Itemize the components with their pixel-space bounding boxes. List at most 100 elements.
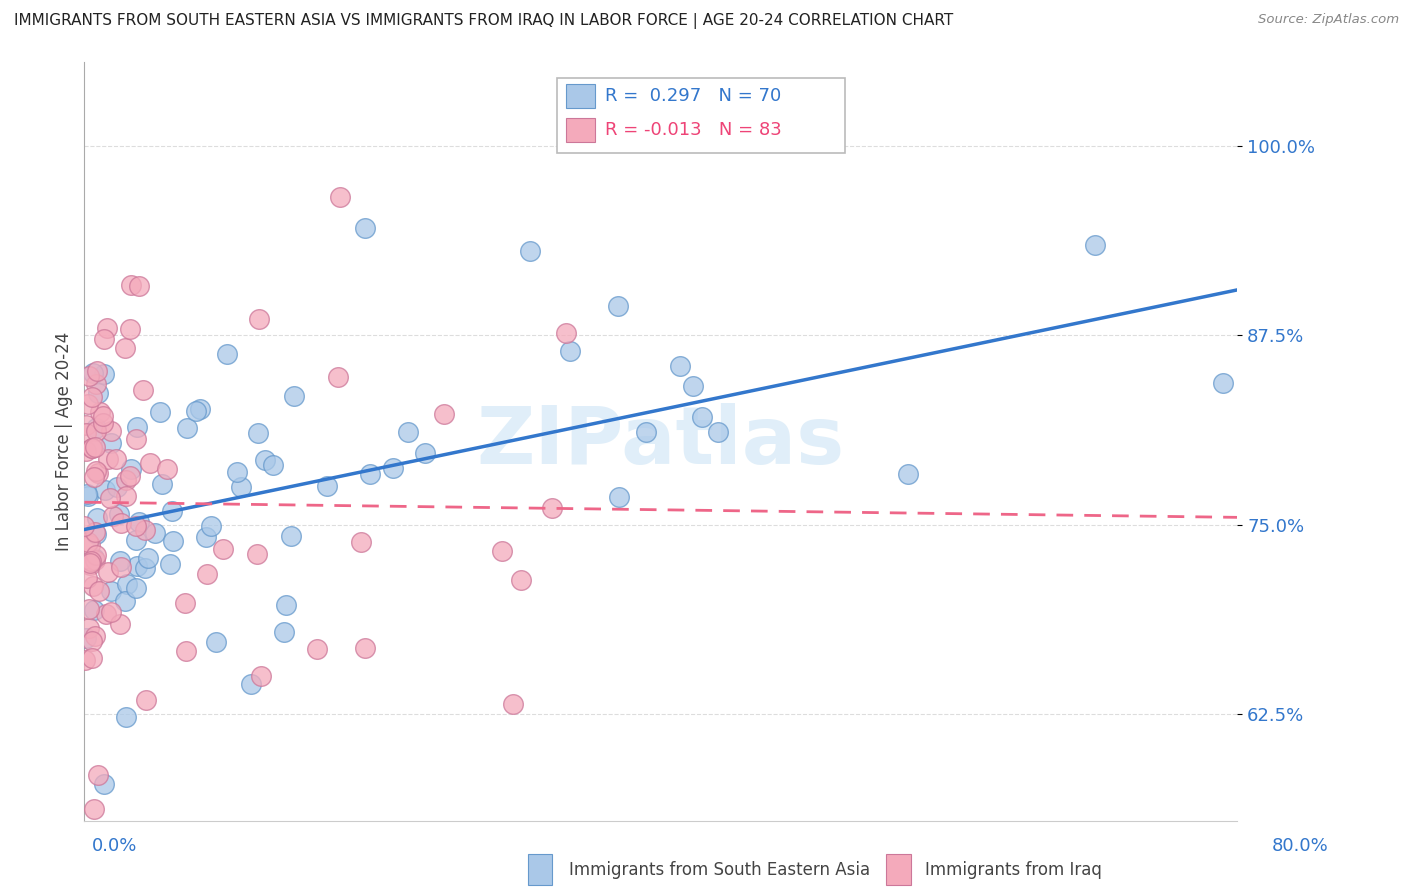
Point [433, 407, 456, 421]
Point [86, 364, 108, 378]
Point [83, 603, 105, 617]
Point [75, 632, 97, 646]
Point [86, 376, 108, 391]
Point [83, 470, 105, 484]
Point [396, 425, 419, 440]
Point [110, 560, 132, 574]
Point [139, 456, 162, 470]
Point [247, 312, 270, 326]
Text: Immigrants from South Eastern Asia: Immigrants from South Eastern Asia [569, 861, 870, 879]
Point [82, 367, 104, 381]
Point [98, 491, 121, 506]
Point [76, 489, 98, 503]
Point [897, 467, 920, 481]
Point [246, 426, 269, 441]
Point [125, 581, 148, 595]
Point [160, 504, 183, 518]
Text: 0.0%: 0.0% [91, 837, 136, 855]
Point [108, 554, 131, 568]
Point [143, 526, 166, 541]
Point [706, 425, 728, 439]
Point [84, 629, 107, 643]
Point [84, 440, 107, 454]
Point [159, 557, 181, 571]
Point [104, 452, 127, 467]
Point [84, 464, 107, 478]
Point [76, 487, 98, 501]
Point [91, 409, 114, 424]
Point [125, 419, 148, 434]
Point [110, 616, 132, 631]
Point [115, 473, 138, 487]
Point [83, 553, 105, 567]
Point [114, 342, 136, 356]
Point [114, 489, 136, 503]
Point [105, 480, 128, 494]
Point [132, 383, 155, 397]
Point [125, 432, 148, 446]
Point [118, 468, 141, 483]
Point [240, 677, 263, 691]
Point [276, 599, 298, 613]
Point [316, 479, 339, 493]
Point [280, 529, 302, 543]
Point [413, 446, 436, 460]
Point [250, 669, 273, 683]
Point [1212, 376, 1234, 390]
FancyBboxPatch shape [567, 84, 595, 108]
Point [273, 625, 295, 640]
Point [100, 583, 122, 598]
Point [162, 533, 184, 548]
Point [502, 697, 524, 711]
Text: 80.0%: 80.0% [1272, 837, 1329, 855]
Point [127, 558, 149, 573]
Point [84, 421, 107, 435]
Point [100, 424, 122, 438]
Point [150, 477, 173, 491]
Point [136, 550, 159, 565]
Point [125, 533, 148, 548]
Point [86, 424, 108, 438]
Point [354, 221, 377, 235]
Point [82, 441, 104, 455]
Point [329, 190, 352, 204]
Y-axis label: In Labor Force | Age 20-24: In Labor Force | Age 20-24 [55, 332, 73, 551]
Point [77, 621, 100, 635]
Point [82, 633, 104, 648]
Point [354, 641, 377, 656]
Point [200, 519, 222, 533]
FancyBboxPatch shape [567, 118, 595, 142]
Point [555, 326, 578, 340]
Point [118, 322, 141, 336]
Point [115, 710, 138, 724]
Point [96, 607, 118, 621]
Point [519, 244, 541, 258]
Point [87, 467, 110, 481]
Point [80, 554, 103, 568]
Point [83, 802, 105, 816]
Point [80, 650, 103, 665]
Point [110, 516, 132, 530]
Point [669, 359, 692, 373]
Point [212, 542, 235, 557]
Point [381, 461, 404, 475]
Point [93, 332, 115, 346]
Point [82, 390, 104, 404]
Point [305, 641, 328, 656]
Point [89, 405, 111, 419]
Point [283, 389, 305, 403]
Point [87, 583, 110, 598]
Point [176, 421, 198, 435]
Point [173, 596, 195, 610]
Text: R =  0.297   N = 70: R = 0.297 N = 70 [606, 87, 782, 104]
Point [359, 467, 381, 481]
Point [75, 443, 97, 458]
Point [262, 458, 284, 472]
Point [87, 767, 110, 781]
Point [156, 462, 179, 476]
Point [87, 386, 110, 401]
Point [128, 515, 150, 529]
Point [560, 343, 582, 358]
Point [204, 634, 226, 648]
Point [682, 378, 704, 392]
